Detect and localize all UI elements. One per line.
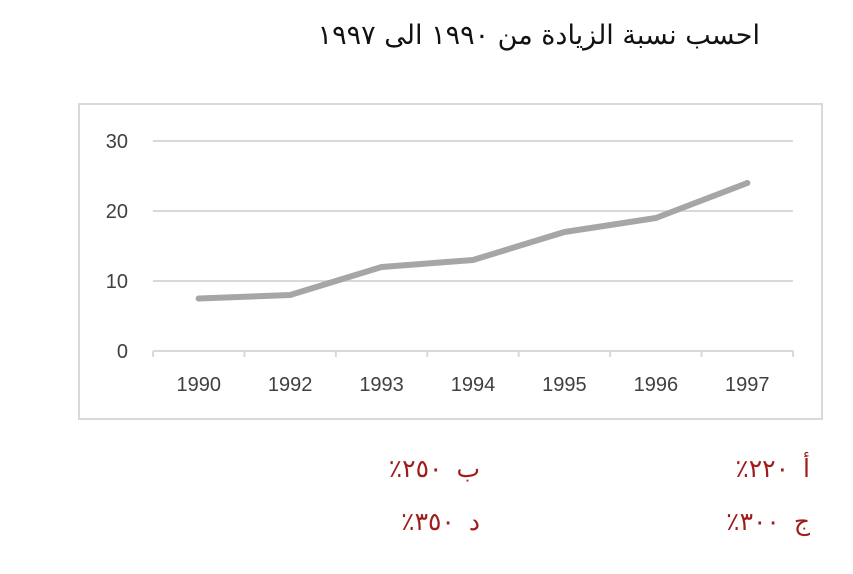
option-c[interactable]: ج ٣٠٠٪: [640, 505, 810, 539]
option-d[interactable]: د ٣٥٠٪: [300, 505, 480, 539]
x-tick-label: 1993: [359, 374, 404, 396]
line-chart: 0 10 20 30 1990 1992 1993 1994 1995 1996 1997: [106, 131, 794, 396]
data-point-1997: [744, 180, 751, 186]
option-a[interactable]: أ ٢٢٠٪: [640, 452, 810, 486]
option-a-letter: أ: [803, 454, 810, 483]
x-tick-label: 1996: [634, 374, 679, 396]
x-tick-label: 1994: [451, 374, 496, 396]
option-b[interactable]: ب ٢٥٠٪: [300, 452, 480, 486]
x-tick-label: 1990: [176, 374, 221, 396]
y-tick-label: 0: [117, 341, 128, 363]
option-d-value: ٣٥٠٪: [401, 507, 455, 536]
data-point-1995: [561, 229, 568, 235]
x-tick-label: 1995: [542, 374, 587, 396]
x-tick-label: 1992: [268, 374, 313, 396]
question-title: احسب نسبة الزيادة من ١٩٩٠ الى ١٩٩٧: [317, 20, 760, 51]
data-point-1993: [378, 264, 385, 270]
y-tick-label: 20: [106, 201, 128, 223]
option-b-letter: ب: [456, 454, 480, 483]
option-d-letter: د: [468, 507, 480, 536]
data-point-1990: [195, 295, 202, 302]
x-tick-label: 1997: [725, 374, 770, 396]
option-b-value: ٢٥٠٪: [388, 454, 443, 483]
chart-frame: 0 10 20 30 1990 1992 1993 1994 1995 1996 1997: [78, 103, 823, 420]
y-tick-label: 30: [106, 131, 128, 153]
data-point-1996: [652, 215, 659, 221]
y-tick-label: 10: [106, 271, 128, 293]
option-c-value: ٣٠٠٪: [726, 507, 780, 536]
data-point-1994: [470, 257, 476, 263]
option-a-value: ٢٢٠٪: [735, 454, 790, 483]
data-point-1992: [287, 292, 294, 298]
option-c-letter: ج: [793, 507, 810, 536]
